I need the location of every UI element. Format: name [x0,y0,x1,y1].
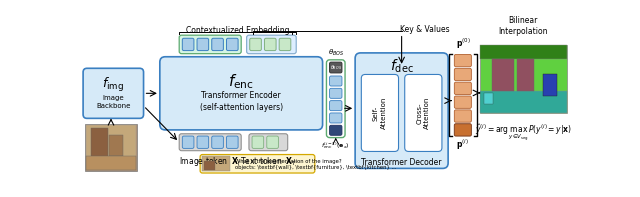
Text: Image
Backbone: Image Backbone [96,95,131,109]
Bar [84,124,138,171]
Text: $f_{\mathrm{img}}$: $f_{\mathrm{img}}$ [102,76,124,94]
Text: $\theta_{BOS}$: $\theta_{BOS}$ [328,48,344,58]
FancyBboxPatch shape [160,57,323,130]
Bar [109,135,124,156]
Text: Cross-
Attention: Cross- Attention [417,97,430,129]
FancyBboxPatch shape [200,154,315,173]
Bar [480,45,566,59]
Text: What is the segmentation of the image?: What is the segmentation of the image? [235,159,342,164]
FancyBboxPatch shape [454,110,472,122]
Bar [484,93,493,104]
FancyBboxPatch shape [355,53,448,168]
Text: Text token  $\mathbf{X}_T$: Text token $\mathbf{X}_T$ [239,155,297,168]
Text: Bilinear
Interpolation: Bilinear Interpolation [499,16,548,36]
FancyBboxPatch shape [179,134,241,151]
Text: objects: \textbf{wall}, \textbf{furniture}, \textbf{kitchen} ...: objects: \textbf{wall}, \textbf{furnitur… [235,165,396,170]
Bar [86,125,136,170]
Bar [480,91,566,113]
Bar [91,128,108,157]
FancyBboxPatch shape [330,62,342,73]
Text: $f_{\mathrm{dec}}$: $f_{\mathrm{dec}}$ [390,58,413,75]
FancyBboxPatch shape [330,101,342,111]
Bar [517,59,534,91]
FancyBboxPatch shape [330,125,342,135]
Text: $\hat{y}^{(i)} = \arg\max_{y \in V_{\mathrm{seg}}} P(y^{(i)} = y | \mathbf{x})$: $\hat{y}^{(i)} = \arg\max_{y \in V_{\mat… [475,122,572,143]
FancyBboxPatch shape [454,96,472,108]
FancyBboxPatch shape [249,134,288,151]
Text: Contextualized Embedding: Contextualized Embedding [186,26,289,35]
FancyBboxPatch shape [252,136,264,148]
FancyBboxPatch shape [227,136,238,148]
Text: $\theta_{BOS}$: $\theta_{BOS}$ [330,63,342,72]
Text: $f_{\mathrm{enc}}^{(i-1)}(\mathbf{e}_x)$: $f_{\mathrm{enc}}^{(i-1)}(\mathbf{e}_x)$ [321,140,350,151]
FancyBboxPatch shape [197,38,209,51]
FancyBboxPatch shape [267,136,278,148]
FancyBboxPatch shape [279,38,291,51]
FancyBboxPatch shape [182,38,194,51]
Text: $\mathbf{p}^{(0)}$: $\mathbf{p}^{(0)}$ [456,37,470,51]
FancyBboxPatch shape [454,54,472,67]
Bar [202,156,230,171]
Bar [86,156,136,170]
FancyBboxPatch shape [404,74,442,151]
FancyBboxPatch shape [454,68,472,81]
Bar [480,45,566,113]
FancyBboxPatch shape [454,82,472,95]
FancyBboxPatch shape [330,113,342,123]
FancyBboxPatch shape [246,35,296,54]
Text: $f_{\mathrm{enc}}$: $f_{\mathrm{enc}}$ [228,72,254,91]
FancyBboxPatch shape [182,136,194,148]
Bar [543,74,557,96]
FancyBboxPatch shape [330,76,342,86]
FancyBboxPatch shape [212,136,223,148]
FancyBboxPatch shape [197,136,209,148]
Text: Transformer Encoder
(self-attention layers): Transformer Encoder (self-attention laye… [200,91,283,112]
Text: Key & Values: Key & Values [400,25,450,34]
Text: Self-
Attention: Self- Attention [373,97,387,129]
FancyBboxPatch shape [264,38,276,51]
Text: Image token  $\mathbf{X}_I$: Image token $\mathbf{X}_I$ [179,155,241,168]
Bar [492,59,514,91]
FancyBboxPatch shape [83,68,143,118]
FancyBboxPatch shape [212,38,223,51]
Bar [204,161,215,170]
FancyBboxPatch shape [227,38,238,51]
Text: Transformer Decoder: Transformer Decoder [362,158,442,167]
FancyBboxPatch shape [250,38,261,51]
FancyBboxPatch shape [179,35,241,54]
Text: $\mathbf{p}^{(i)}$: $\mathbf{p}^{(i)}$ [456,138,469,152]
FancyBboxPatch shape [454,124,472,136]
FancyBboxPatch shape [330,88,342,98]
FancyBboxPatch shape [362,74,399,151]
